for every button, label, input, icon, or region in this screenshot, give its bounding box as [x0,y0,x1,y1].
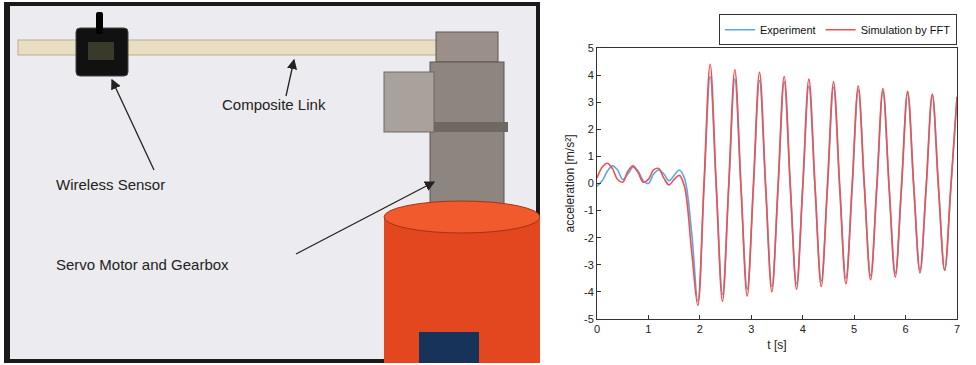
svg-text:Experiment: Experiment [760,24,816,36]
svg-text:1: 1 [588,150,594,162]
svg-text:acceleration [m/s²]: acceleration [m/s²] [563,134,577,232]
svg-text:-1: -1 [584,204,594,216]
svg-text:-3: -3 [584,259,594,271]
svg-text:2: 2 [697,323,703,335]
svg-text:2: 2 [588,123,594,135]
svg-text:t [s]: t [s] [767,338,786,352]
svg-text:0: 0 [588,177,594,189]
svg-text:7: 7 [954,323,960,335]
svg-text:5: 5 [851,323,857,335]
svg-text:4: 4 [800,323,806,335]
svg-text:-4: -4 [584,286,594,298]
svg-text:Simulation by FFT: Simulation by FFT [861,24,951,36]
svg-text:1: 1 [645,323,651,335]
svg-text:5: 5 [588,42,594,54]
svg-text:-5: -5 [584,313,594,325]
svg-text:6: 6 [903,323,909,335]
svg-text:3: 3 [588,96,594,108]
svg-text:0: 0 [594,323,600,335]
svg-text:-2: -2 [584,232,594,244]
svg-text:4: 4 [588,69,594,81]
svg-text:Servo Motor and Gearbox: Servo Motor and Gearbox [56,256,229,273]
svg-text:Wireless Sensor: Wireless Sensor [56,176,165,193]
svg-text:Composite Link: Composite Link [222,96,326,113]
svg-text:3: 3 [748,323,754,335]
